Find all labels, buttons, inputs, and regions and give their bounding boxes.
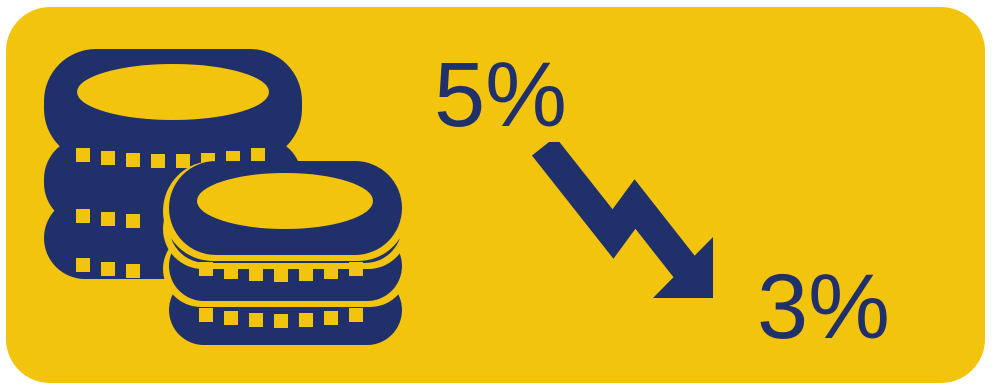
zigzag-down-arrow-icon: [531, 142, 713, 298]
previous-rate: 5%: [434, 44, 567, 146]
coin-stack-icon: [44, 49, 408, 351]
rate-card: 5% 3%: [6, 7, 985, 383]
new-rate: 3%: [757, 256, 890, 358]
